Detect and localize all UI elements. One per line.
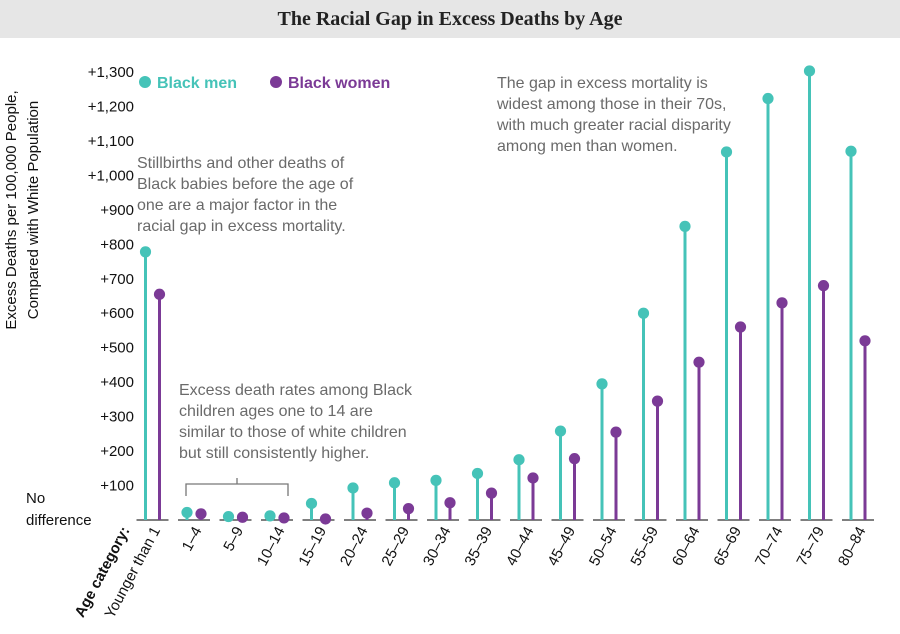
x-tick-label: 35–39 — [461, 524, 496, 569]
x-tick-label: 45–49 — [544, 524, 579, 569]
point-black-men — [305, 497, 318, 510]
y-tick-label: +900 — [100, 202, 134, 219]
y-axis-ticks: No difference +100 +200 +300 +400 +500 +600 +700… — [26, 64, 134, 529]
y-tick-label: +1,300 — [88, 64, 134, 81]
point-black-men — [803, 65, 816, 77]
point-black-men — [430, 474, 442, 486]
point-black-men — [471, 467, 484, 480]
y-tick-label: +800 — [100, 236, 134, 253]
point-black-women — [402, 503, 415, 515]
x-tick-label: 50–54 — [586, 524, 621, 569]
x-tick-label: 1–4 — [179, 524, 206, 554]
y-tick-label: +100 — [100, 478, 134, 495]
point-black-women — [485, 487, 498, 499]
point-black-women — [693, 356, 705, 368]
y-tick-label: +700 — [100, 271, 134, 288]
point-black-men — [388, 477, 401, 489]
annotation-seventies: among men than women. — [497, 138, 678, 155]
point-black-women — [527, 472, 539, 484]
y-tick-label: +1,200 — [88, 98, 134, 115]
y-tick-label: difference — [26, 512, 92, 529]
point-black-women — [610, 426, 622, 438]
point-black-men — [554, 425, 567, 437]
y-axis-title: Excess Deaths per 100,000 People, Compare… — [3, 90, 42, 329]
chart-title-bar: The Racial Gap in Excess Deaths by Age — [0, 0, 900, 38]
annotation-infant: Black babies before the age of — [137, 176, 354, 193]
point-black-women — [444, 497, 456, 509]
y-tick-label: +400 — [100, 374, 134, 391]
annotation-seventies: with much greater racial disparity — [496, 117, 731, 134]
point-black-women — [817, 280, 830, 292]
point-black-women — [859, 335, 871, 347]
annotation-infant: one are a major factor in the — [137, 197, 337, 214]
point-black-men — [222, 510, 235, 523]
annotation-infant: Stillbirths and other deaths of — [137, 155, 345, 172]
point-black-women — [776, 297, 788, 309]
point-black-men — [845, 145, 857, 157]
point-black-men — [139, 246, 152, 258]
legend-marker-black-men — [139, 76, 151, 88]
point-black-women — [361, 507, 373, 519]
x-tick-label: 30–34 — [420, 524, 455, 569]
point-black-men — [637, 307, 650, 319]
legend-marker-black-women — [270, 76, 282, 88]
y-tick-label: +300 — [100, 409, 134, 426]
annotation-children: children ages one to 14 are — [179, 403, 373, 420]
x-tick-label: 80–84 — [835, 524, 870, 569]
x-tick-label: 15–19 — [295, 524, 330, 569]
legend-label-black-men: Black men — [157, 75, 237, 92]
point-black-men — [720, 146, 733, 158]
x-axis-ticks: Younger than 1 1–4 5–9 10–14 15–19 20–24 25–29… — [72, 524, 870, 621]
annotation-seventies: widest among those in their 70s, — [496, 96, 726, 113]
y-axis-title-line-2: Compared with White Population — [25, 101, 42, 319]
lollipop-marks — [139, 65, 871, 525]
annotation-infant: racial gap in excess mortality. — [137, 218, 346, 235]
x-tick-label: 55–59 — [627, 524, 662, 569]
y-tick-label: +500 — [100, 340, 134, 357]
x-tick-label: 75–79 — [793, 524, 828, 569]
point-black-women — [319, 513, 332, 525]
x-tick-label: 60–64 — [669, 524, 704, 569]
point-black-women — [651, 395, 664, 407]
x-tick-label: 65–69 — [710, 524, 745, 569]
point-black-women — [153, 288, 166, 300]
x-tick-label: 5–9 — [220, 524, 247, 554]
point-black-men — [762, 92, 774, 105]
legend: Black men Black women — [139, 75, 390, 92]
annotation-seventies: The gap in excess mortality is — [497, 75, 708, 92]
point-black-women — [195, 508, 207, 520]
y-tick-label: +1,000 — [88, 167, 134, 184]
x-tick-label: 70–74 — [752, 524, 787, 569]
point-black-men — [264, 510, 276, 522]
y-axis-title-line-1: Excess Deaths per 100,000 People, — [3, 90, 20, 329]
x-tick-label: 10–14 — [254, 524, 289, 569]
x-tick-label: 20–24 — [337, 524, 372, 569]
annotations: Stillbirths and other deaths of Black bab… — [137, 75, 731, 496]
point-black-women — [568, 453, 581, 465]
y-tick-label: +1,100 — [88, 133, 134, 150]
x-tick-label: 25–29 — [378, 524, 413, 569]
x-tick-label: 40–44 — [503, 524, 538, 569]
point-black-men — [596, 378, 608, 390]
point-black-men — [513, 454, 525, 466]
legend-label-black-women: Black women — [288, 75, 390, 92]
annotation-children: Excess death rates among Black — [179, 382, 413, 399]
point-black-women — [236, 511, 249, 523]
point-black-women — [734, 321, 747, 333]
point-black-men — [679, 220, 691, 232]
annotation-children: similar to those of white children — [179, 424, 407, 441]
point-black-women — [278, 512, 290, 524]
y-tick-label: +200 — [100, 443, 134, 460]
chart-title: The Racial Gap in Excess Deaths by Age — [277, 7, 623, 30]
bracket-ages-1-to-14 — [185, 478, 289, 496]
y-tick-label: +600 — [100, 305, 134, 322]
y-tick-label: No — [26, 490, 45, 507]
point-black-men — [181, 506, 193, 519]
annotation-children: but still consistently higher. — [179, 445, 369, 462]
point-black-men — [347, 482, 359, 494]
